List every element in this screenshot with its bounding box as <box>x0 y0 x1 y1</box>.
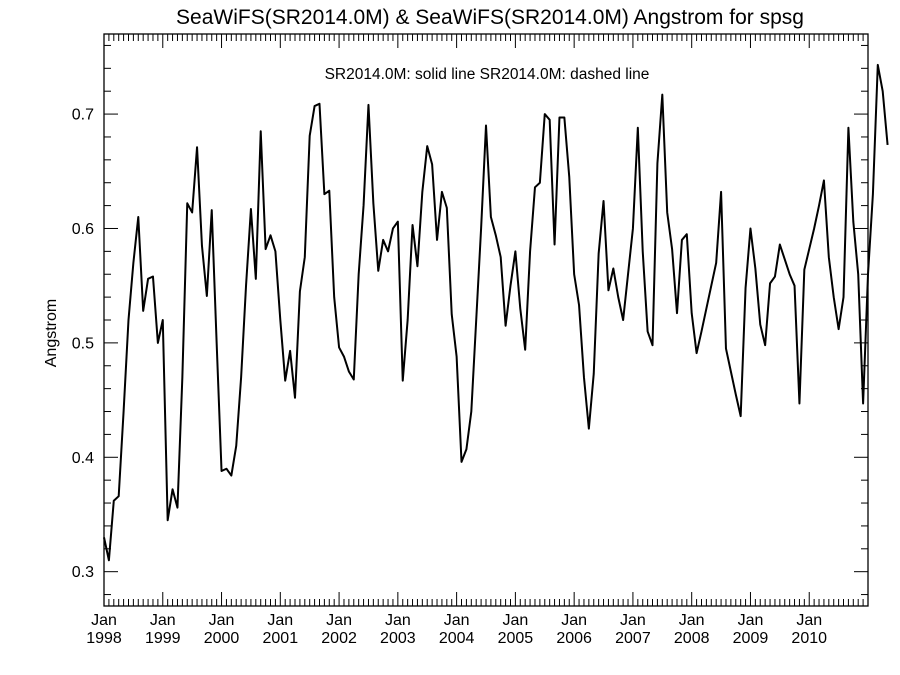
y-tick-label: 0.5 <box>72 335 94 352</box>
x-tick-year: 1998 <box>86 630 122 647</box>
x-tick-year: 2007 <box>615 630 651 647</box>
x-tick-month: Jan <box>444 612 470 629</box>
x-tick-year: 2002 <box>321 630 357 647</box>
y-tick-label: 0.4 <box>72 450 94 467</box>
x-tick-year: 2010 <box>791 630 827 647</box>
x-tick-month: Jan <box>738 612 764 629</box>
x-tick-year: 1999 <box>145 630 181 647</box>
x-tick-month: Jan <box>267 612 293 629</box>
x-tick-month: Jan <box>679 612 705 629</box>
x-tick-year: 2009 <box>733 630 769 647</box>
y-tick-label: 0.7 <box>72 107 94 124</box>
x-tick-year: 2001 <box>263 630 299 647</box>
y-axis-label: Angstrom <box>43 299 60 367</box>
series-line <box>103 63 889 562</box>
y-tick-label: 0.6 <box>72 221 94 238</box>
x-tick-month: Jan <box>502 612 528 629</box>
x-tick-year: 2006 <box>556 630 592 647</box>
x-tick-month: Jan <box>620 612 646 629</box>
axis-ticks <box>103 34 869 606</box>
series-layer <box>103 63 889 562</box>
legend-text: SR2014.0M: solid line SR2014.0M: dashed … <box>325 66 650 83</box>
x-tick-year: 2003 <box>380 630 416 647</box>
x-tick-year: 2008 <box>674 630 710 647</box>
x-tick-year: 2004 <box>439 630 475 647</box>
x-tick-month: Jan <box>91 612 117 629</box>
x-tick-year: 2005 <box>498 630 534 647</box>
tick-labels: 0.30.40.50.60.7Jan1998Jan1999Jan2000Jan2… <box>72 107 827 647</box>
x-tick-month: Jan <box>150 612 176 629</box>
x-tick-month: Jan <box>326 612 352 629</box>
x-tick-month: Jan <box>385 612 411 629</box>
x-tick-year: 2000 <box>204 630 240 647</box>
plot-frame <box>103 33 869 607</box>
x-tick-month: Jan <box>209 612 235 629</box>
y-tick-label: 0.3 <box>72 564 94 581</box>
x-tick-month: Jan <box>796 612 822 629</box>
chart-title: SeaWiFS(SR2014.0M) & SeaWiFS(SR2014.0M) … <box>176 6 804 29</box>
x-tick-month: Jan <box>561 612 587 629</box>
